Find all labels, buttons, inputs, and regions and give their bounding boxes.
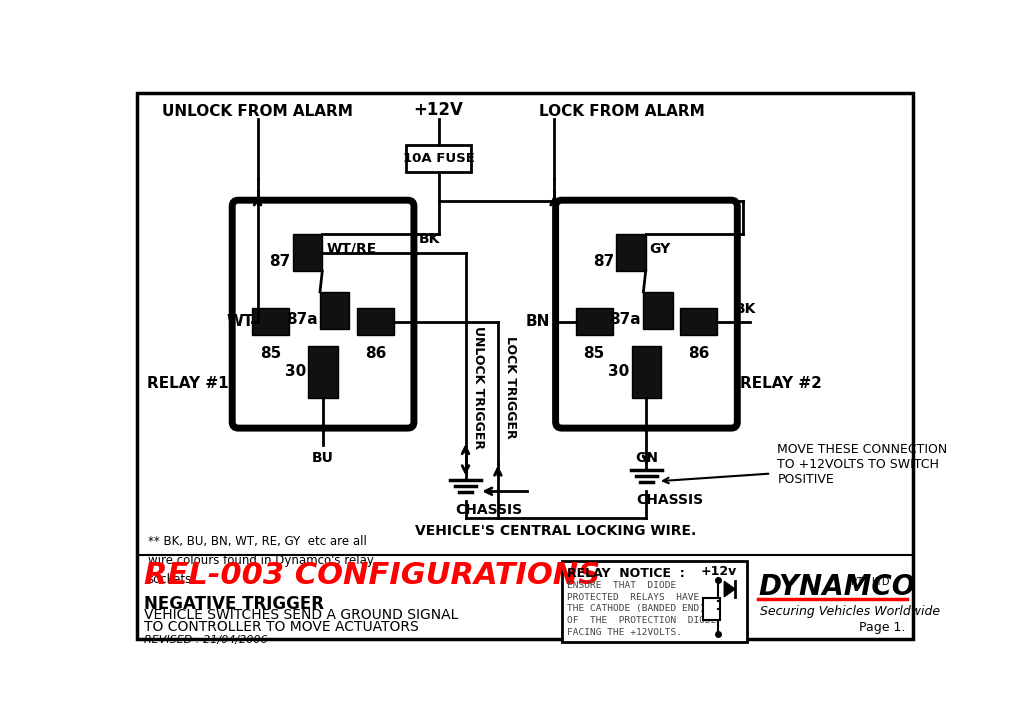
Text: VEHICLE'S CENTRAL LOCKING WIRE.: VEHICLE'S CENTRAL LOCKING WIRE. bbox=[416, 524, 696, 539]
Text: CHASSIS: CHASSIS bbox=[455, 503, 522, 517]
Text: RELAY #2: RELAY #2 bbox=[740, 376, 822, 391]
Text: THE CATHODE (BANDED END): THE CATHODE (BANDED END) bbox=[567, 605, 706, 613]
Text: Page 1.: Page 1. bbox=[859, 621, 905, 634]
Text: BK: BK bbox=[735, 302, 757, 315]
Bar bbox=[632, 346, 662, 398]
Text: LOCK TRIGGER: LOCK TRIGGER bbox=[504, 336, 517, 439]
FancyBboxPatch shape bbox=[232, 200, 414, 428]
Bar bbox=[680, 308, 717, 336]
Text: OF  THE  PROTECTION  DIODE: OF THE PROTECTION DIODE bbox=[567, 616, 717, 625]
Bar bbox=[308, 346, 338, 398]
Bar bbox=[643, 292, 673, 328]
Bar bbox=[406, 145, 471, 172]
Bar bbox=[252, 308, 289, 336]
Text: 86: 86 bbox=[688, 346, 710, 361]
Text: GY: GY bbox=[649, 241, 671, 256]
Text: Securing Vehicles Worldwide: Securing Vehicles Worldwide bbox=[761, 605, 941, 618]
Text: FACING THE +12VOLTS.: FACING THE +12VOLTS. bbox=[567, 628, 682, 637]
Text: LOCK FROM ALARM: LOCK FROM ALARM bbox=[539, 104, 705, 120]
Text: 87a: 87a bbox=[609, 312, 641, 327]
Polygon shape bbox=[724, 581, 735, 597]
Text: PROTECTED  RELAYS  HAVE: PROTECTED RELAYS HAVE bbox=[567, 593, 699, 602]
Text: CHASSIS: CHASSIS bbox=[636, 493, 703, 507]
Text: +12v: +12v bbox=[700, 566, 736, 578]
Text: ENSURE  THAT  DIODE: ENSURE THAT DIODE bbox=[567, 581, 677, 590]
Text: +12V: +12V bbox=[414, 102, 464, 120]
Text: 87: 87 bbox=[269, 254, 291, 269]
Text: GN: GN bbox=[635, 451, 658, 465]
Bar bbox=[562, 561, 746, 642]
Text: DYNAMCO: DYNAMCO bbox=[758, 573, 915, 601]
Text: UNLOCK TRIGGER: UNLOCK TRIGGER bbox=[472, 326, 484, 449]
Bar bbox=[357, 308, 394, 336]
Text: 30: 30 bbox=[608, 365, 630, 379]
Text: 85: 85 bbox=[584, 346, 605, 361]
Bar bbox=[293, 234, 323, 271]
Text: TO CONTROLLER TO MOVE ACTUATORS: TO CONTROLLER TO MOVE ACTUATORS bbox=[144, 620, 419, 634]
Bar bbox=[616, 234, 646, 271]
Text: 10A FUSE: 10A FUSE bbox=[402, 152, 474, 165]
Text: PTY LTD: PTY LTD bbox=[851, 576, 889, 587]
FancyBboxPatch shape bbox=[556, 200, 737, 428]
Bar bbox=[702, 598, 720, 620]
Text: RELAY  NOTICE  :: RELAY NOTICE : bbox=[567, 568, 685, 581]
Text: 30: 30 bbox=[285, 365, 306, 379]
Text: REVISED : 21/04/2006: REVISED : 21/04/2006 bbox=[144, 635, 268, 645]
Text: NEGATIVE TRIGGER: NEGATIVE TRIGGER bbox=[144, 595, 325, 613]
Text: BU: BU bbox=[312, 451, 334, 465]
Bar bbox=[319, 292, 349, 328]
Text: 85: 85 bbox=[260, 346, 282, 361]
Text: REL-003 CONFIGURATIONS: REL-003 CONFIGURATIONS bbox=[144, 561, 601, 590]
Text: 87a: 87a bbox=[286, 312, 317, 327]
Text: WT: WT bbox=[226, 315, 254, 329]
Text: BK: BK bbox=[419, 233, 440, 246]
Text: 86: 86 bbox=[365, 346, 386, 361]
Text: MOVE THESE CONNECTION
TO +12VOLTS TO SWITCH
POSITIVE: MOVE THESE CONNECTION TO +12VOLTS TO SWI… bbox=[777, 443, 947, 486]
Bar bbox=[575, 308, 612, 336]
Text: ** BK, BU, BN, WT, RE, GY  etc are all
wire colours found in Dynamco's relay
soc: ** BK, BU, BN, WT, RE, GY etc are all wi… bbox=[147, 535, 374, 586]
Text: WT/RE: WT/RE bbox=[326, 241, 377, 256]
Text: VEHICLE SWITCHES SEND A GROUND SIGNAL: VEHICLE SWITCHES SEND A GROUND SIGNAL bbox=[144, 608, 459, 621]
Text: BN: BN bbox=[526, 315, 550, 329]
Text: UNLOCK FROM ALARM: UNLOCK FROM ALARM bbox=[162, 104, 353, 120]
Text: RELAY #1: RELAY #1 bbox=[147, 376, 229, 391]
Text: 87: 87 bbox=[593, 254, 614, 269]
